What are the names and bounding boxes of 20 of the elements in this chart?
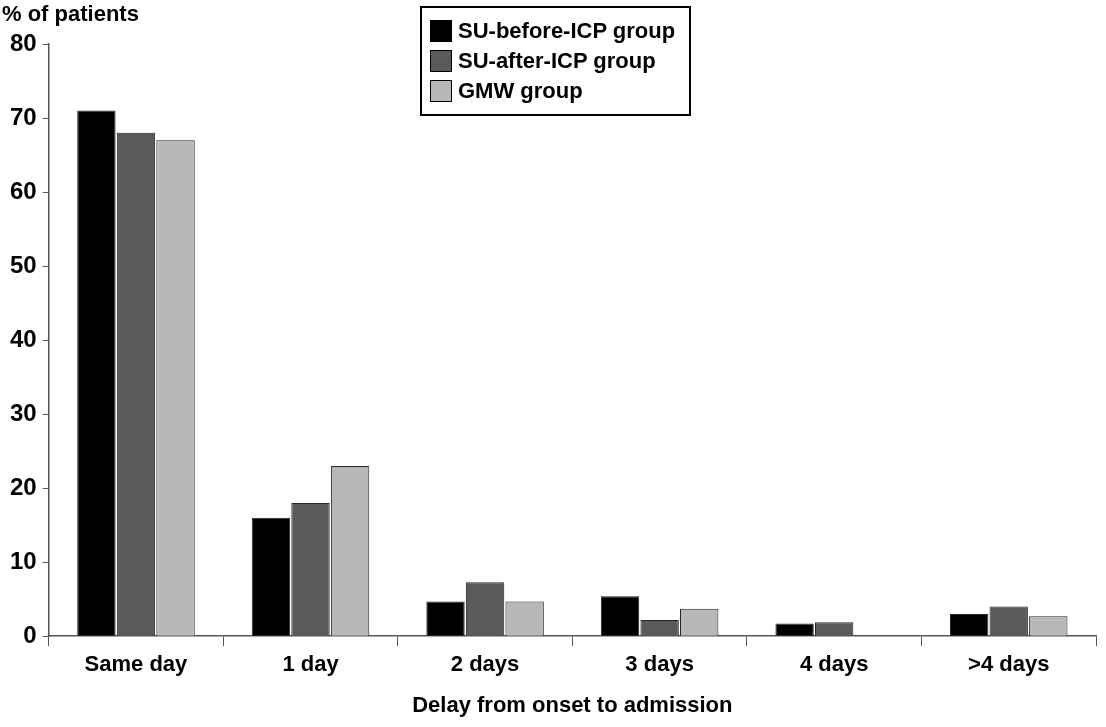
y-tick-label: 50 [9, 250, 37, 278]
y-tick-label: 0 [23, 620, 37, 648]
x-axis-title: Delay from onset to admission [412, 691, 733, 717]
legend-label: GMW group [458, 78, 583, 104]
x-tick-label: 3 days [625, 651, 694, 677]
y-tick-label: 60 [9, 176, 37, 204]
x-tick-label: 2 days [450, 651, 520, 677]
legend-label: SU-after-ICP group [458, 48, 656, 74]
x-tick-label: Same day [84, 651, 189, 677]
x-tick-label: 1 day [282, 651, 340, 677]
y-axis-title: % of patients [2, 1, 139, 27]
x-tick-label: 4 days [799, 651, 869, 677]
legend-label: SU-before-ICP group [458, 18, 676, 44]
y-tick-label: 10 [9, 546, 37, 574]
y-tick-label: 80 [9, 28, 37, 56]
y-tick-label: 70 [9, 102, 37, 130]
y-tick-label: 30 [9, 398, 37, 426]
x-tick-label: >4 days [968, 651, 1050, 677]
y-tick-label: 20 [9, 472, 37, 500]
y-tick-label: 40 [9, 324, 37, 352]
